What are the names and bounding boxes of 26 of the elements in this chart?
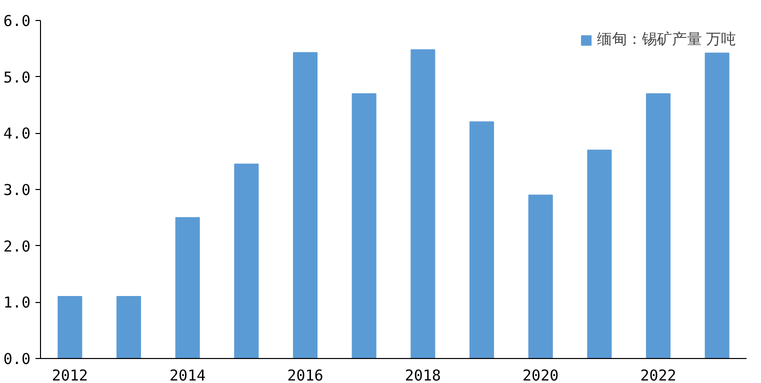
y-tick-label: 3.0 — [3, 181, 30, 199]
bar — [469, 121, 494, 358]
bar — [292, 52, 318, 358]
y-tick-label: 4.0 — [3, 124, 30, 143]
y-tick-label: 6.0 — [3, 12, 30, 30]
bar — [116, 296, 142, 358]
bar — [528, 194, 553, 358]
bar — [410, 49, 436, 358]
bar — [352, 93, 376, 358]
bar — [587, 150, 612, 358]
x-tick-label: 2022 — [640, 366, 676, 383]
y-tick-label: 5.0 — [3, 68, 30, 86]
bar — [646, 93, 671, 358]
x-tick-label: 2018 — [404, 366, 441, 383]
x-tick-label: 2012 — [52, 366, 88, 383]
y-tick-label: 1.0 — [3, 294, 30, 312]
bar — [175, 217, 200, 358]
legend-label: 缅甸：锡矿产量 万吨 — [596, 30, 736, 49]
y-tick-label: 2.0 — [3, 237, 30, 256]
bar — [58, 296, 82, 358]
x-tick-label: 2014 — [170, 366, 206, 383]
x-tick-label: 2016 — [287, 366, 324, 383]
bar — [234, 164, 259, 358]
x-tick-label: 2020 — [522, 366, 559, 383]
y-tick-label: 0.0 — [3, 350, 30, 368]
bar — [704, 52, 730, 358]
